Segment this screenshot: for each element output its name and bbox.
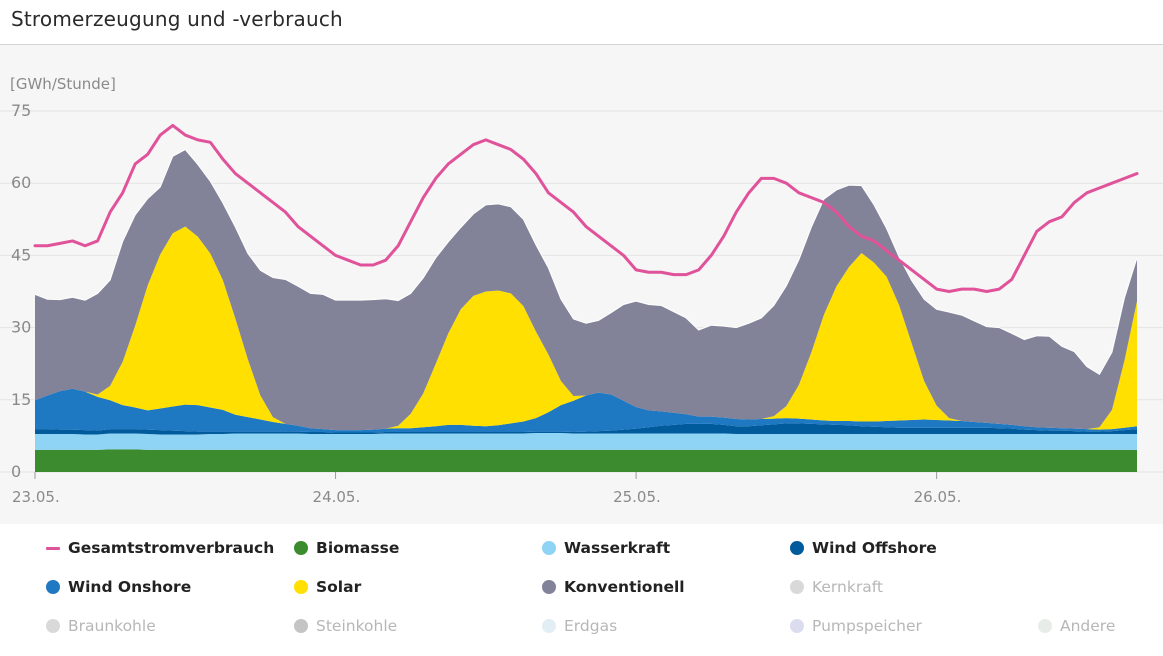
legend-dot-marker [294, 580, 308, 594]
legend-item-konventionell[interactable]: Konventionell [542, 576, 685, 598]
legend-line-marker [46, 546, 60, 550]
legend: Gesamtstromverbrauch Biomasse Wasserkraft W… [0, 524, 1163, 656]
y-axis-ticks: 0 15 30 45 60 75 [11, 101, 31, 481]
legend-label: Erdgas [564, 617, 618, 635]
legend-label: Kernkraft [812, 578, 883, 596]
x-tick-label: 24.05. [313, 488, 361, 506]
legend-dot-marker [542, 619, 556, 633]
x-tick-label: 26.05. [914, 488, 962, 506]
legend-item-biomasse[interactable]: Biomasse [294, 537, 399, 559]
legend-dot-marker [294, 541, 308, 555]
y-tick-label: 30 [11, 318, 31, 337]
x-tick-label: 23.05. [12, 488, 60, 506]
y-tick-label: 60 [11, 173, 31, 192]
area-wasserkraft[interactable] [35, 433, 1137, 450]
legend-item-pumpspeicher[interactable]: Pumpspeicher [790, 615, 922, 637]
legend-item-steinkohle[interactable]: Steinkohle [294, 615, 397, 637]
y-tick-label: 45 [11, 245, 31, 264]
stack-top-edge [34, 148, 1138, 375]
legend-dot-marker [790, 580, 804, 594]
legend-label: Andere [1060, 617, 1116, 635]
legend-item-wind-onshore[interactable]: Wind Onshore [46, 576, 191, 598]
legend-label: Wind Offshore [812, 539, 937, 557]
legend-item-solar[interactable]: Solar [294, 576, 361, 598]
area-biomasse[interactable] [35, 449, 1137, 472]
legend-dot-marker [294, 619, 308, 633]
legend-label: Konventionell [564, 578, 685, 596]
area-wind-onshore[interactable] [35, 388, 1137, 433]
legend-item-kernkraft[interactable]: Kernkraft [790, 576, 883, 598]
legend-label: Braunkohle [68, 617, 156, 635]
legend-label: Biomasse [316, 539, 400, 557]
legend-dot-marker [1038, 619, 1052, 633]
legend-item-wasserkraft[interactable]: Wasserkraft [542, 537, 670, 559]
y-tick-label: 15 [11, 390, 31, 409]
stacked-areas [34, 148, 1138, 472]
area-konventionell[interactable] [35, 149, 1137, 431]
chart-header: Stromerzeugung und -verbrauch [0, 0, 1163, 45]
legend-dot-marker [46, 580, 60, 594]
legend-item-andere[interactable]: Andere [1038, 615, 1115, 637]
area-solar[interactable] [35, 226, 1137, 431]
legend-label: Pumpspeicher [812, 617, 922, 635]
y-tick-label: 0 [11, 462, 21, 481]
legend-item-gesamtstromverbrauch[interactable]: Gesamtstromverbrauch [46, 537, 274, 559]
y-tick-label: 75 [11, 101, 31, 120]
y-axis-label: [GWh/Stunde] [10, 75, 116, 93]
legend-dot-marker [46, 619, 60, 633]
line-gesamtstromverbrauch[interactable] [33, 123, 1139, 293]
legend-item-wind-offshore[interactable]: Wind Offshore [790, 537, 937, 559]
legend-label: Solar [316, 578, 362, 596]
legend-label: Steinkohle [316, 617, 398, 635]
legend-item-braunkohle[interactable]: Braunkohle [46, 615, 156, 637]
legend-dot-marker [790, 619, 804, 633]
chart-title: Stromerzeugung und -verbrauch [11, 7, 343, 31]
energy-area-chart: 0 15 30 45 60 75 23.05. 24.05. 25.05. 26.05. [GW… [0, 75, 1163, 506]
consumption-line-layer [33, 123, 1139, 293]
x-axis-ticks: 23.05. 24.05. 25.05. 26.05. [12, 472, 961, 506]
area-wind-offshore[interactable] [35, 423, 1137, 435]
legend-label: Wasserkraft [564, 539, 671, 557]
legend-dot-marker [542, 580, 556, 594]
legend-item-erdgas[interactable]: Erdgas [542, 615, 617, 637]
legend-dot-marker [790, 541, 804, 555]
legend-label: Gesamtstromverbrauch [68, 539, 275, 557]
legend-dot-marker [542, 541, 556, 555]
x-tick-label: 25.05. [613, 488, 661, 506]
legend-label: Wind Onshore [68, 578, 192, 596]
